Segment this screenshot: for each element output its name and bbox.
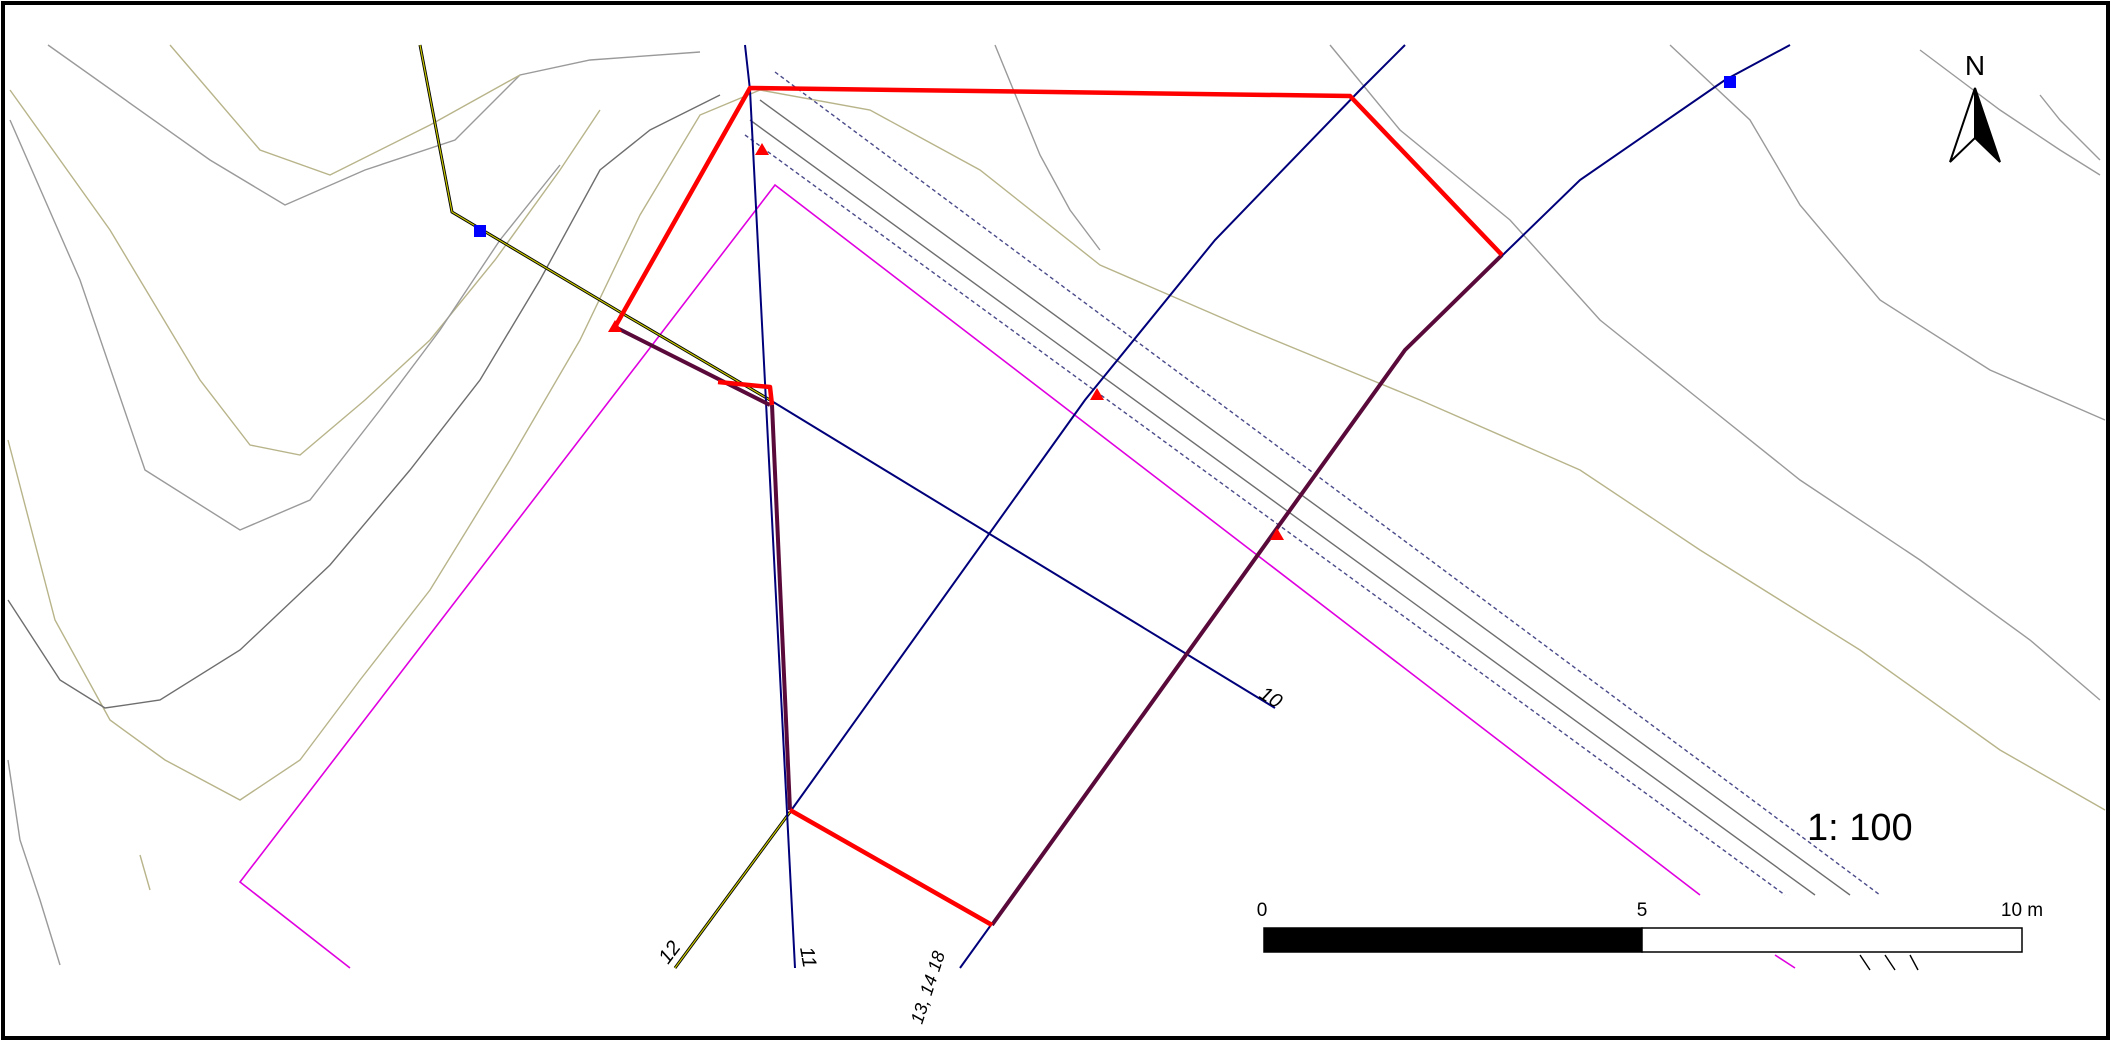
survey-line-10 <box>769 399 1276 709</box>
contour-line <box>994 44 1101 251</box>
boundary-line <box>1774 954 1796 969</box>
contour-line <box>1329 44 2101 701</box>
scale-bar-black <box>1263 927 1643 953</box>
red-triangle-marker <box>755 143 769 155</box>
scale-bar: 0 5 10 m <box>1257 900 2043 953</box>
road-edge-line <box>759 99 1851 896</box>
highlight-path <box>613 85 1504 927</box>
scale-tick-0: 0 <box>1257 900 1268 921</box>
contour-line <box>139 854 151 891</box>
road-line-12 <box>418 44 792 969</box>
line-label-11: 11 <box>795 945 820 969</box>
contour-line <box>169 44 521 176</box>
red-triangle-marker <box>1270 528 1284 540</box>
north-label: N <box>1965 50 1985 81</box>
road-edge-line <box>1884 954 1896 971</box>
contour-line <box>7 89 2106 811</box>
contour-line <box>9 89 601 456</box>
road-edge-line <box>774 71 1881 896</box>
contour-line <box>2039 94 2101 161</box>
survey-line-10b <box>789 44 1406 813</box>
road-edge-line <box>749 119 1816 896</box>
road-edge-line <box>1859 954 1871 971</box>
red-triangle-marker <box>608 320 622 332</box>
scale-tick-mid: 5 <box>1637 900 1648 921</box>
road-edge-line <box>1909 954 1919 971</box>
blue-square-marker <box>1724 76 1736 88</box>
scale-tick-end: 10 m <box>2001 900 2043 921</box>
shared-segments <box>614 253 1504 927</box>
red-triangle-markers <box>608 143 1284 540</box>
scale-bar-white <box>1641 927 2023 953</box>
contour-lines <box>7 44 2106 966</box>
blue-square-marker <box>474 225 486 237</box>
contour-line <box>9 119 561 531</box>
north-arrow-icon: N <box>1949 50 2001 163</box>
contour-line <box>7 759 61 966</box>
contour-line <box>47 44 701 206</box>
red-triangle-marker <box>1090 388 1104 400</box>
road-edge-line <box>744 134 1786 896</box>
contour-line <box>1669 44 2106 421</box>
contour-line <box>1919 49 2101 176</box>
road-lines <box>744 71 1919 971</box>
scale-ratio: 1: 100 <box>1807 807 1913 849</box>
contour-line <box>7 94 721 709</box>
boundary-line <box>238 183 1701 969</box>
